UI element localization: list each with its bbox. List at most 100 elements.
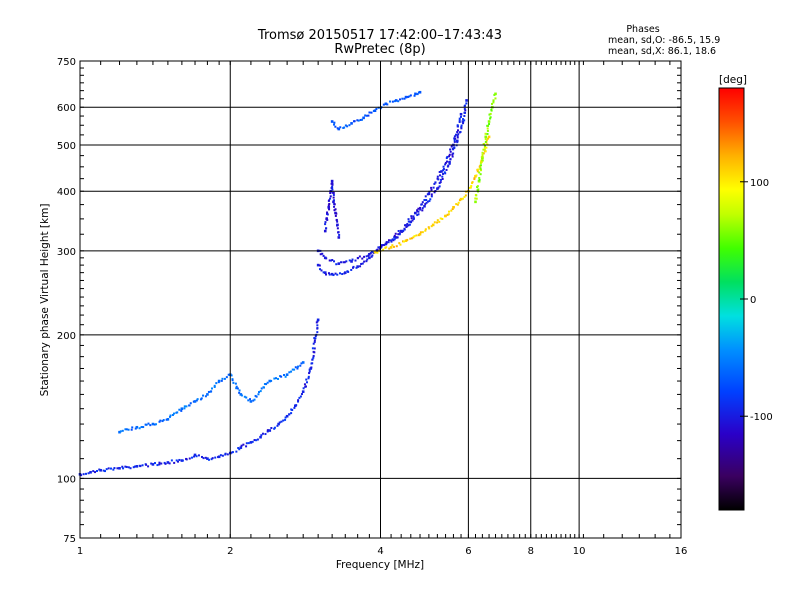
data-point-fill — [266, 430, 269, 433]
colorbar — [719, 88, 744, 510]
data-point-fill — [354, 259, 357, 262]
data-point-fill — [479, 167, 482, 170]
data-point — [239, 446, 243, 449]
data-point-fill — [255, 395, 258, 398]
data-point — [259, 435, 262, 439]
data-point-fill — [85, 472, 88, 475]
data-point-fill — [486, 127, 489, 130]
data-point-fill — [95, 469, 98, 472]
data-point-fill — [478, 171, 481, 174]
data-point-fill — [442, 165, 445, 168]
y-tick-label: 75 — [63, 534, 76, 545]
data-point-fill — [456, 203, 459, 206]
data-point-fill — [242, 443, 245, 446]
data-point-fill — [210, 390, 213, 393]
data-point-fill — [325, 257, 328, 260]
data-point-fill — [324, 221, 327, 224]
x-tick-label: 10 — [573, 546, 586, 557]
data-point-fill — [155, 423, 158, 426]
data-point — [459, 197, 463, 201]
data-point-fill — [408, 223, 411, 226]
data-point-fill — [243, 395, 246, 398]
data-point-fill — [476, 170, 479, 173]
data-point-fill — [210, 458, 213, 461]
data-point-fill — [484, 138, 487, 141]
y-axis-label: Stationary phase Virtual Height [km] — [39, 204, 51, 397]
data-point-fill — [415, 234, 418, 237]
data-point-fill — [92, 470, 95, 473]
data-point-fill — [484, 150, 487, 153]
data-point-fill — [436, 175, 439, 178]
data-point-fill — [487, 137, 490, 140]
data-point — [323, 271, 327, 274]
data-point-fill — [383, 244, 386, 247]
data-point-fill — [386, 103, 389, 106]
data-point-fill — [448, 210, 451, 213]
data-point-fill — [450, 209, 453, 212]
data-point-fill — [288, 371, 291, 374]
data-point — [474, 200, 477, 204]
data-point — [316, 263, 320, 267]
data-point — [249, 400, 253, 403]
data-point-fill — [327, 272, 330, 275]
data-point-fill — [316, 331, 319, 334]
data-point-fill — [329, 195, 332, 198]
data-point-fill — [331, 259, 334, 262]
data-point-fill — [338, 272, 341, 275]
x-tick-label: 6 — [465, 546, 471, 557]
data-point-fill — [290, 370, 293, 373]
data-point-fill — [423, 198, 426, 201]
data-point-fill — [129, 467, 132, 470]
data-point-fill — [441, 175, 444, 178]
data-point-fill — [421, 201, 424, 204]
data-point-fill — [343, 126, 346, 129]
data-point-fill — [393, 238, 396, 241]
data-point-fill — [416, 210, 419, 213]
phase-stats-x: mean, sd,X: 86.1, 18.6 — [608, 46, 716, 57]
data-point-fill — [479, 161, 482, 164]
data-point-fill — [367, 114, 370, 117]
data-point-fill — [474, 197, 477, 200]
data-point — [373, 109, 377, 113]
data-point-fill — [328, 259, 331, 262]
data-point-fill — [441, 177, 444, 180]
data-point-fill — [225, 376, 228, 379]
data-point — [239, 393, 243, 396]
data-point-fill — [207, 390, 210, 393]
data-point — [193, 453, 197, 457]
data-point-fill — [336, 220, 339, 223]
data-point-fill — [393, 236, 396, 239]
data-point-fill — [437, 186, 440, 189]
data-point-fill — [458, 120, 461, 123]
data-point-fill — [365, 260, 368, 263]
data-point-fill — [364, 114, 367, 117]
data-point-fill — [342, 261, 345, 264]
data-point-fill — [264, 433, 267, 436]
data-point-fill — [236, 387, 239, 390]
data-point — [343, 271, 347, 274]
data-point-fill — [104, 470, 107, 473]
series-group — [78, 318, 320, 477]
data-point — [356, 265, 359, 268]
data-point-fill — [255, 439, 258, 442]
data-point-fill — [416, 93, 419, 96]
data-point-fill — [141, 464, 144, 467]
data-point-fill — [352, 265, 355, 268]
data-point-fill — [409, 237, 412, 240]
data-point-fill — [175, 459, 178, 462]
data-point-fill — [398, 232, 401, 235]
data-point-fill — [290, 412, 293, 415]
data-point-fill — [234, 382, 237, 385]
data-point-fill — [359, 118, 362, 121]
y-tick-label: 100 — [57, 474, 76, 485]
data-point-fill — [344, 124, 347, 127]
data-point-fill — [346, 125, 349, 128]
data-point-fill — [122, 467, 125, 470]
data-point-fill — [183, 407, 186, 410]
data-point-fill — [424, 203, 427, 206]
series-group — [118, 361, 305, 434]
data-point-fill — [288, 413, 291, 416]
data-point-fill — [476, 185, 479, 188]
data-point-fill — [417, 210, 420, 213]
data-point-fill — [270, 379, 273, 382]
